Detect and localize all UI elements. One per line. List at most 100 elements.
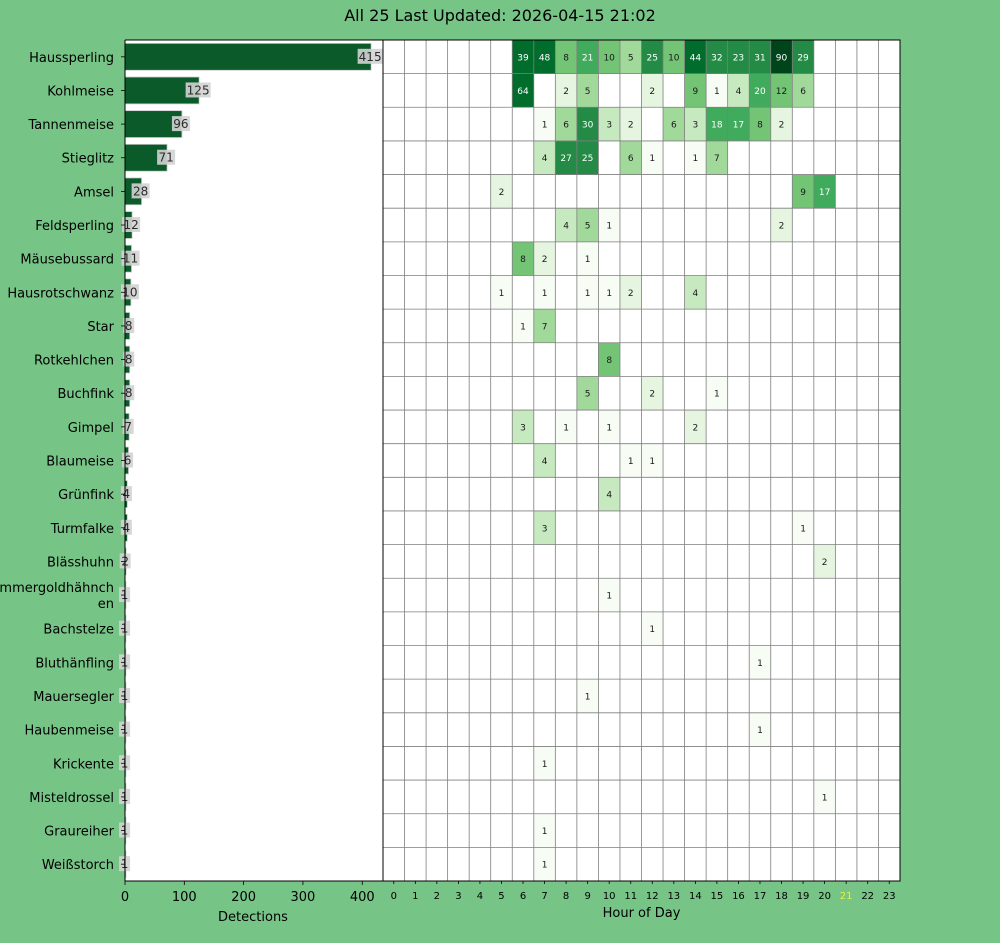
bar-value-label: 8 (125, 353, 133, 367)
heat-cell-label: 8 (520, 255, 526, 265)
heat-cell-label: 6 (563, 121, 569, 131)
heat-cell (555, 73, 577, 108)
heat-cell-label: 1 (714, 87, 720, 97)
chart-title: All 25 Last Updated: 2026-04-15 21:02 (344, 6, 656, 25)
heat-cell (727, 107, 750, 141)
heat-cell-label: 32 (711, 53, 722, 63)
heat-cell (598, 410, 620, 444)
heat-cell (512, 309, 534, 343)
heat-cell (684, 73, 707, 108)
category-label: Kohlmeise (47, 84, 114, 99)
heat-cell (619, 107, 642, 141)
heat-cell (619, 275, 642, 310)
heat-cell-label: 6 (800, 87, 806, 97)
bar-value-label: 28 (133, 184, 148, 198)
bar-plot-area (125, 40, 383, 881)
hour-tick-label: 10 (603, 891, 616, 902)
heat-cell (706, 107, 728, 141)
heat-cell (598, 477, 620, 511)
bar-value-box (122, 217, 141, 233)
hour-tick-label: 3 (455, 891, 461, 902)
heat-cell (792, 40, 814, 74)
heat-cell (641, 73, 664, 108)
heat-cell (619, 443, 642, 478)
heat-cell-label: 1 (606, 423, 612, 433)
heat-cell-label: 5 (585, 87, 591, 97)
category-label: Stieglitz (62, 152, 115, 167)
heat-cell (770, 208, 793, 242)
heat-cell (533, 140, 556, 175)
category-label: Blaumeise (46, 455, 114, 470)
heat-cell-label: 10 (603, 53, 615, 63)
heat-cell-label: 17 (819, 188, 830, 198)
heat-cell-label: 1 (714, 390, 720, 400)
hour-tick-label: 1 (412, 891, 418, 902)
heat-cell (533, 40, 556, 74)
heat-cell (555, 140, 577, 175)
category-label: Krickente (53, 757, 114, 772)
hour-tick-label: 18 (775, 891, 788, 902)
heat-cell-label: 7 (714, 154, 720, 164)
heat-cell (598, 578, 620, 612)
heat-cell (533, 510, 556, 545)
category-label: Gimpel (68, 421, 114, 436)
x-tick-label: 300 (291, 890, 316, 905)
hour-tick-label: 2 (434, 891, 440, 902)
heat-cell (533, 443, 556, 478)
bar-value-box (120, 519, 132, 535)
heat-cell (641, 376, 664, 411)
heat-cell-label: 6 (671, 121, 677, 131)
bar-value-label: 4 (123, 487, 131, 501)
category-label: Haubenmeise (24, 724, 114, 739)
heat-cell (598, 275, 620, 310)
hour-tick-label: 16 (732, 891, 745, 902)
category-label: Haussperling (29, 51, 114, 66)
heat-cell-label: 12 (776, 87, 787, 97)
heat-cell-label: 90 (776, 53, 788, 63)
heat-cell-label: 1 (585, 692, 591, 702)
heat-cell-label: 1 (822, 793, 828, 803)
heat-cell-label: 1 (542, 760, 548, 770)
hour-tick-label: 6 (520, 891, 526, 902)
heat-cell-label: 4 (542, 457, 548, 467)
bar-value-box (120, 486, 132, 502)
category-label: Buchfink (57, 387, 114, 402)
heat-cell-label: 39 (517, 53, 529, 63)
heat-cell-label: 3 (520, 423, 526, 433)
heat-cell-label: 1 (563, 423, 569, 433)
hour-tick-label: 22 (861, 891, 874, 902)
bar-x-axis-title: Detections (218, 910, 288, 925)
hour-tick-label: 4 (477, 891, 483, 902)
category-label: Tannenmeise (27, 118, 114, 133)
category-label: Rotkehlchen (34, 354, 114, 369)
heat-cell-label: 2 (628, 289, 634, 299)
bar-value-box (121, 250, 140, 266)
heat-cell-label: 48 (539, 53, 551, 63)
bar-value-box (122, 452, 134, 468)
bar-value-box (123, 317, 135, 333)
heat-cell-label: 44 (690, 53, 702, 63)
heat-cell-label: 1 (542, 861, 548, 871)
heat-cell (512, 241, 534, 276)
heat-cell (576, 376, 599, 411)
bar-value-label: 71 (158, 151, 173, 165)
category-label: Bachstelze (43, 623, 114, 638)
heat-cell (792, 73, 814, 108)
heat-cell (727, 40, 750, 74)
heat-cell-label: 1 (606, 222, 612, 232)
heat-cell (555, 410, 577, 444)
heat-cell-label: 5 (585, 390, 591, 400)
heat-cell (727, 73, 750, 108)
heat-cell-label: 1 (542, 121, 548, 131)
hour-tick-label: 13 (667, 891, 680, 902)
heat-cell (706, 73, 728, 108)
heat-cell (576, 241, 599, 276)
bar-value-box (157, 149, 176, 165)
category-label: Star (87, 320, 114, 335)
heat-cell (792, 510, 814, 545)
heat-cell-label: 3 (692, 121, 698, 131)
bar-haussperling (124, 42, 372, 71)
heat-cell-label: 64 (517, 87, 529, 97)
heat-cell-label: 2 (779, 121, 785, 131)
